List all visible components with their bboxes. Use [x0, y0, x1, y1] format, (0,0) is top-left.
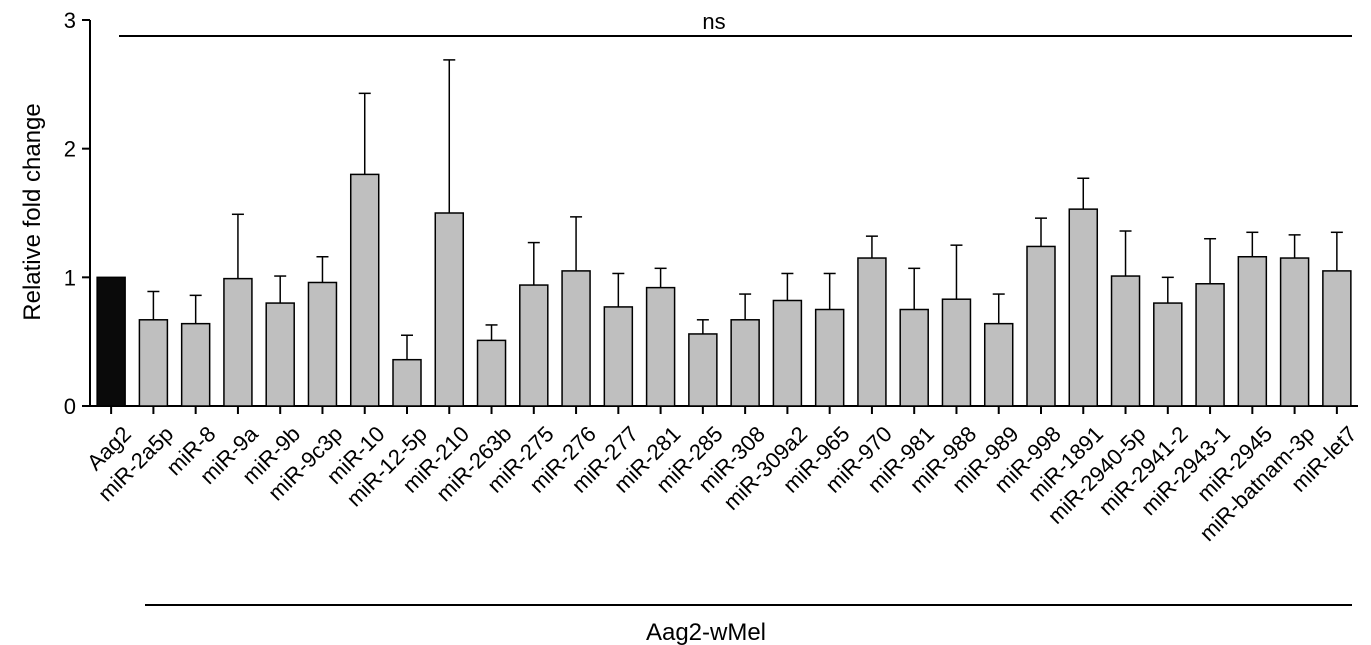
- bar-mir-9a: [223, 277, 253, 407]
- bar-aag2: [96, 276, 126, 407]
- y-axis-title: Relative fold change: [19, 103, 46, 320]
- bar-mir-965: [814, 308, 845, 407]
- bar-mir-281: [645, 286, 676, 407]
- bar-mir-2940-5p: [1110, 275, 1141, 407]
- bar-mir-10: [349, 173, 380, 407]
- bar-mir-let7: [1322, 270, 1352, 407]
- group-label: Aag2-wMel: [646, 619, 766, 645]
- bar-mir-981: [899, 308, 929, 407]
- bar-mir-2943-1: [1195, 283, 1225, 407]
- bar-mir-9b: [265, 302, 295, 407]
- y-tick-label: 1: [64, 265, 76, 290]
- y-tick-label: 2: [64, 137, 76, 162]
- x-axis: [90, 405, 1358, 414]
- bar-mir-309a2: [772, 299, 803, 407]
- bar-mir-8: [180, 322, 211, 407]
- bar-mir-970: [857, 257, 887, 407]
- error-bars: [147, 59, 1343, 360]
- bar-mir-2a5p: [138, 319, 169, 407]
- bar-mir-988: [941, 298, 972, 407]
- y-axis: 0 1 2 3: [64, 8, 91, 419]
- bar-mir-263b: [476, 339, 507, 407]
- bar-mir-1891: [1068, 208, 1099, 407]
- bar-mir-2945: [1237, 255, 1268, 407]
- bar-mir-998: [1026, 245, 1056, 407]
- bar-mir-276: [561, 270, 591, 407]
- significance-label: ns: [702, 9, 725, 34]
- bar-mir-285: [688, 333, 718, 407]
- y-tick-label: 0: [64, 394, 76, 419]
- bar-mir-989: [983, 322, 1014, 407]
- bar-mir-277: [603, 306, 634, 407]
- bar-mir-275: [519, 284, 549, 407]
- bars: [96, 173, 1352, 407]
- bar-mir-308: [730, 319, 760, 407]
- y-tick-label: 3: [64, 8, 76, 33]
- bar-mir-2941-2: [1153, 302, 1183, 407]
- bar-mir-9c3p: [307, 281, 338, 407]
- bar-mir-12-5p: [392, 358, 422, 407]
- x-tick-labels: Aag2miR-2a5pmiR-8miR-9amiR-9bmiR-9c3pmiR…: [82, 421, 1362, 546]
- bar-mir-batnam-3p: [1279, 257, 1310, 407]
- bar-mir-210: [434, 212, 465, 407]
